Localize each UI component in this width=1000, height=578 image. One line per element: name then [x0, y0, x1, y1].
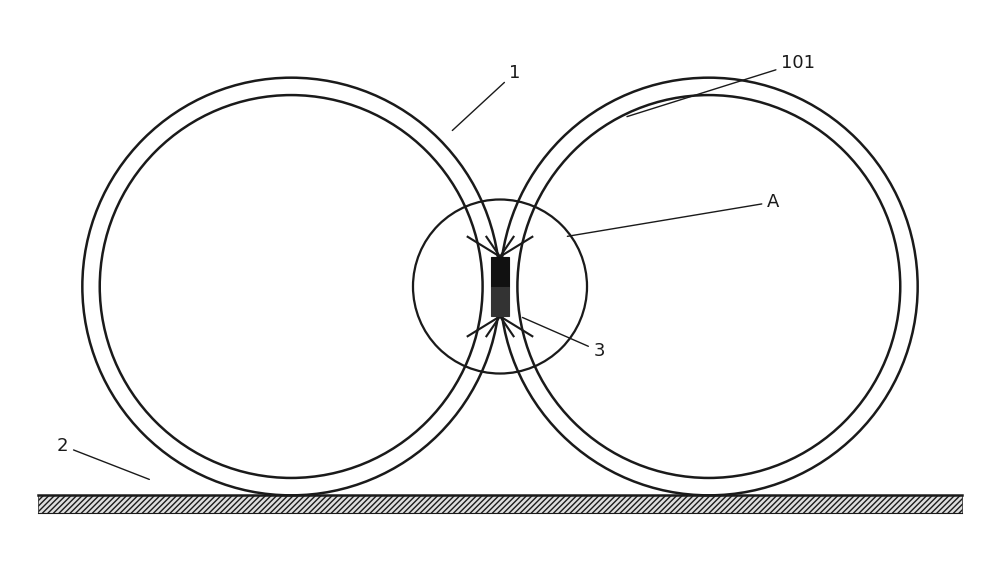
Bar: [491, 257, 509, 287]
Bar: [491, 287, 509, 316]
Bar: [38, 495, 962, 513]
Text: 2: 2: [57, 436, 149, 479]
Text: 1: 1: [452, 64, 521, 131]
Text: 101: 101: [627, 54, 815, 117]
Text: 3: 3: [522, 317, 605, 360]
Text: A: A: [567, 193, 780, 236]
